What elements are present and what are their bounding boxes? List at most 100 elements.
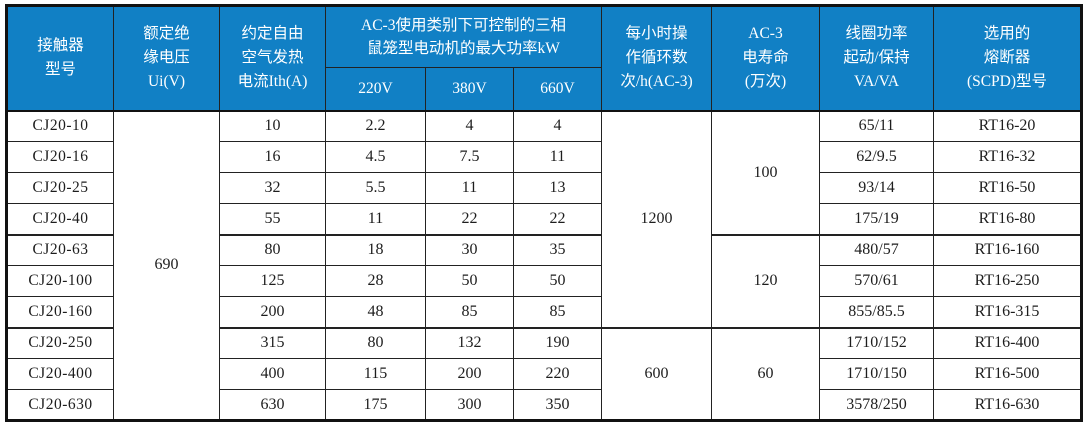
cell-coil-power: 855/85.5 [819, 296, 934, 328]
cell-life-merged-60: 60 [711, 327, 820, 421]
cell-power-660v: 11 [513, 141, 602, 173]
header-insulation-voltage: 额定绝 缘电压 Ui(V) [113, 5, 220, 111]
cell-fuse: RT16-32 [933, 141, 1082, 173]
cell-power-220v: 2.2 [325, 110, 426, 142]
cell-cycles-merged-600: 600 [601, 327, 712, 421]
cell-power-380v: 4 [425, 110, 514, 142]
cell-coil-power: 65/11 [819, 110, 934, 142]
table-row: CJ20-25 32 5.5 11 13 93/14 RT16-50 [6, 172, 1082, 204]
cell-thermal-current: 200 [219, 296, 326, 328]
cell-model: CJ20-100 [6, 265, 114, 297]
cell-life-merged-100: 100 [711, 110, 820, 235]
cell-power-380v: 7.5 [425, 141, 514, 173]
cell-fuse: RT16-20 [933, 110, 1082, 142]
cell-model: CJ20-400 [6, 358, 114, 390]
header-fuse-type: 选用的 熔断器 (SCPD)型号 [933, 5, 1082, 111]
cell-power-660v: 22 [513, 203, 602, 235]
cell-power-220v: 115 [325, 358, 426, 390]
cell-coil-power: 93/14 [819, 172, 934, 204]
cell-model: CJ20-16 [6, 141, 114, 173]
cell-power-660v: 35 [513, 234, 602, 266]
cell-coil-power: 570/61 [819, 265, 934, 297]
cell-power-220v: 175 [325, 389, 426, 421]
table-row: CJ20-250 315 80 132 190 600 60 1710/152 … [6, 327, 1082, 421]
cell-power-380v: 30 [425, 234, 514, 266]
cell-power-380v: 132 [425, 327, 514, 359]
cell-model: CJ20-160 [6, 296, 114, 328]
cell-life-merged-120: 120 [711, 234, 820, 328]
cell-model: CJ20-25 [6, 172, 114, 204]
cell-thermal-current: 32 [219, 172, 326, 204]
cell-fuse: RT16-500 [933, 358, 1082, 390]
table-row: CJ20-63 80 18 30 35 120 480/57 RT16-160 [6, 234, 1082, 328]
cell-power-660v: 4 [513, 110, 602, 142]
header-thermal-current: 约定自由 空气发热 电流Ith(A) [219, 5, 326, 111]
table-row: CJ20-16 16 4.5 7.5 11 62/9.5 RT16-32 [6, 141, 1082, 173]
header-cycles-per-hour: 每小时操 作循环数 次/h(AC-3) [601, 5, 712, 111]
cell-fuse: RT16-160 [933, 234, 1082, 266]
header-220v: 220V [325, 67, 426, 111]
header-380v: 380V [425, 67, 514, 111]
cell-power-380v: 85 [425, 296, 514, 328]
cell-insulation-voltage-merged: 690 [113, 110, 220, 421]
cell-power-380v: 300 [425, 389, 514, 421]
header-contactor-model: 接触器 型号 [6, 5, 114, 111]
cell-power-660v: 85 [513, 296, 602, 328]
cell-coil-power: 3578/250 [819, 389, 934, 421]
cell-model: CJ20-630 [6, 389, 114, 421]
header-ac3-max-power-group: AC-3使用类别下可控制的三相 鼠笼型电动机的最大功率kW [325, 5, 602, 68]
contactor-spec-table: 接触器 型号 额定绝 缘电压 Ui(V) 约定自由 空气发热 电流Ith(A) … [5, 4, 1083, 422]
cell-model: CJ20-40 [6, 203, 114, 235]
cell-power-220v: 80 [325, 327, 426, 359]
table-row: CJ20-100 125 28 50 50 570/61 RT16-250 [6, 265, 1082, 297]
cell-thermal-current: 55 [219, 203, 326, 235]
cell-fuse: RT16-50 [933, 172, 1082, 204]
table-row: CJ20-10 690 10 2.2 4 4 1200 100 65/11 RT… [6, 110, 1082, 421]
header-660v: 660V [513, 67, 602, 111]
table-header: 接触器 型号 额定绝 缘电压 Ui(V) 约定自由 空气发热 电流Ith(A) … [6, 5, 1082, 111]
cell-model: CJ20-10 [6, 110, 114, 142]
cell-power-380v: 50 [425, 265, 514, 297]
cell-model: CJ20-250 [6, 327, 114, 359]
cell-power-380v: 11 [425, 172, 514, 204]
cell-coil-power: 62/9.5 [819, 141, 934, 173]
header-coil-power: 线圈功率 起动/保持 VA/VA [819, 5, 934, 111]
cell-fuse: RT16-315 [933, 296, 1082, 328]
cell-fuse: RT16-400 [933, 327, 1082, 359]
cell-power-380v: 200 [425, 358, 514, 390]
cell-thermal-current: 630 [219, 389, 326, 421]
cell-power-660v: 220 [513, 358, 602, 390]
cell-power-220v: 28 [325, 265, 426, 297]
table-body: CJ20-10 690 10 2.2 4 4 1200 100 65/11 RT… [6, 110, 1082, 421]
table-row: CJ20-630 630 175 300 350 3578/250 RT16-6… [6, 389, 1082, 421]
cell-power-220v: 48 [325, 296, 426, 328]
cell-power-220v: 11 [325, 203, 426, 235]
cell-power-220v: 18 [325, 234, 426, 266]
cell-thermal-current: 125 [219, 265, 326, 297]
cell-thermal-current: 315 [219, 327, 326, 359]
cell-power-660v: 13 [513, 172, 602, 204]
cell-thermal-current: 16 [219, 141, 326, 173]
cell-cycles-merged-1200: 1200 [601, 110, 712, 328]
cell-thermal-current: 10 [219, 110, 326, 142]
cell-fuse: RT16-80 [933, 203, 1082, 235]
cell-coil-power: 1710/150 [819, 358, 934, 390]
cell-model: CJ20-63 [6, 234, 114, 266]
cell-power-660v: 190 [513, 327, 602, 359]
table-row: CJ20-400 400 115 200 220 1710/150 RT16-5… [6, 358, 1082, 390]
cell-power-660v: 350 [513, 389, 602, 421]
cell-fuse: RT16-630 [933, 389, 1082, 421]
cell-coil-power: 175/19 [819, 203, 934, 235]
cell-thermal-current: 80 [219, 234, 326, 266]
cell-power-220v: 5.5 [325, 172, 426, 204]
cell-coil-power: 1710/152 [819, 327, 934, 359]
table-row: CJ20-40 55 11 22 22 175/19 RT16-80 [6, 203, 1082, 235]
cell-fuse: RT16-250 [933, 265, 1082, 297]
cell-power-220v: 4.5 [325, 141, 426, 173]
header-electrical-life: AC-3 电寿命 (万次) [711, 5, 820, 111]
cell-thermal-current: 400 [219, 358, 326, 390]
cell-power-380v: 22 [425, 203, 514, 235]
cell-power-660v: 50 [513, 265, 602, 297]
cell-coil-power: 480/57 [819, 234, 934, 266]
